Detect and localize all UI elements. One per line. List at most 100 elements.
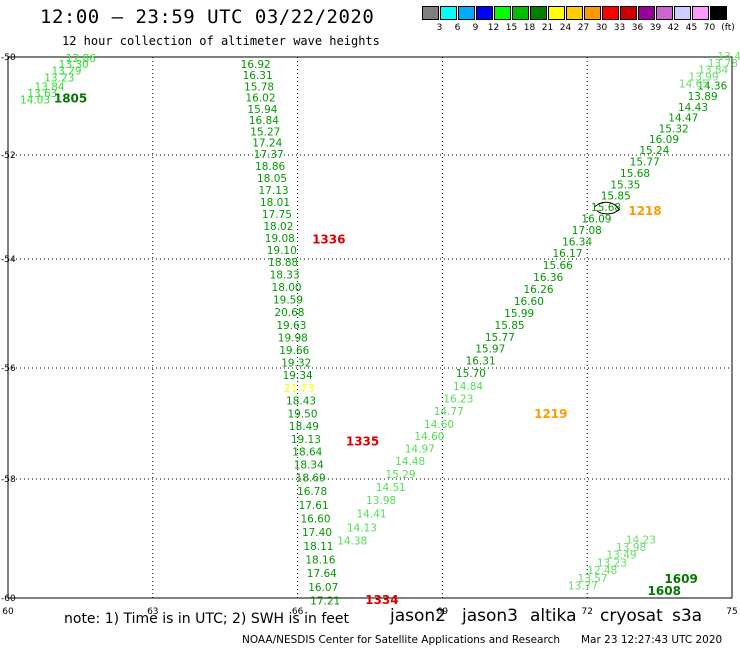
wave-height-value: 14.13 — [347, 522, 377, 534]
wave-height-value: 13.23 — [597, 557, 627, 569]
wave-height-value: 16.17 — [552, 248, 582, 260]
wave-height-value: 16.78 — [297, 486, 327, 498]
footer-note: note: 1) Time is in UTC; 2) SWH is in fe… — [64, 611, 350, 627]
wave-height-value: 18.34 — [294, 459, 324, 471]
wave-height-value: 14.38 — [337, 535, 367, 547]
wave-height-value: 19.32 — [281, 357, 311, 369]
y-tick-label: -56 — [1, 364, 16, 374]
wave-height-value: 16.26 — [523, 284, 553, 296]
scale-label: 12 — [487, 23, 500, 33]
wave-height-value: 18.16 — [305, 554, 335, 566]
wave-height-value: 15.99 — [504, 308, 534, 320]
pass-number-label: 1335 — [346, 435, 379, 449]
track-loop-marker — [594, 201, 620, 215]
scale-label: 9 — [472, 23, 479, 33]
scale-label: 18 — [523, 23, 536, 33]
wave-height-value: 19.13 — [291, 434, 321, 446]
scale-swatch — [440, 6, 457, 20]
wave-height-value: 18.43 — [286, 396, 316, 408]
wave-height-value: 14.43 — [678, 102, 708, 114]
wave-height-value: 14.36 — [697, 80, 727, 92]
wave-height-value: 15.78 — [244, 81, 274, 93]
scale-swatch — [530, 6, 547, 20]
wave-height-value: 13.30 — [59, 59, 89, 71]
wave-height-value: 21.73 — [284, 383, 314, 395]
wave-height-value: 20.68 — [274, 307, 304, 319]
wave-height-value: 18.64 — [292, 447, 322, 459]
wave-height-value: 17.75 — [262, 209, 292, 221]
wave-height-value: 15.85 — [495, 320, 525, 332]
wave-height-value: 19.50 — [287, 408, 317, 420]
pass-number-label: 1608 — [648, 584, 681, 598]
x-tick-label: 66 — [292, 607, 304, 617]
scale-swatch — [512, 6, 529, 20]
wave-height-value: 17.21 — [310, 595, 340, 607]
wave-height-value: 15.68 — [620, 168, 650, 180]
wave-height-value: 13.45 — [718, 51, 740, 63]
scale-label: 39 — [649, 23, 662, 33]
wave-height-value: 17.37 — [254, 149, 284, 161]
x-tick-label: 72 — [581, 607, 592, 617]
wave-height-value: 14.65 — [679, 78, 709, 90]
wave-height-value: 16.09 — [581, 214, 611, 226]
scale-swatch — [584, 6, 601, 20]
wave-height-value: 14.60 — [424, 419, 454, 431]
wave-height-value: 15.66 — [543, 260, 573, 272]
wave-height-value: 14.03 — [20, 95, 50, 107]
legend-jason2: jason2 — [390, 606, 446, 626]
wave-height-value: 19.66 — [279, 345, 309, 357]
scale-label: 3 — [436, 23, 443, 33]
map-frame — [7, 56, 733, 599]
wave-height-value: 15.97 — [475, 344, 505, 356]
scale-label: 36 — [631, 23, 644, 33]
wave-height-value: 14.41 — [356, 509, 386, 521]
wave-height-value: 13.78 — [708, 58, 738, 70]
scale-swatch — [494, 6, 511, 20]
pass-number-label: 1805 — [54, 92, 87, 106]
scale-label: 42 — [667, 23, 680, 33]
wave-height-value: 16.36 — [533, 272, 563, 284]
map-title: 12:00 – 23:59 UTC 03/22/2020 — [40, 6, 375, 28]
wave-height-value: 15.29 — [385, 469, 415, 481]
wave-height-value: 18.01 — [260, 197, 290, 209]
wave-height-value: 14.47 — [668, 113, 698, 125]
wave-height-value: 15.70 — [456, 368, 486, 380]
wave-height-value: 16.07 — [308, 582, 338, 594]
wave-height-value: 13.29 — [51, 66, 81, 78]
scale-swatch — [458, 6, 475, 20]
wave-height-value: 14.23 — [626, 534, 656, 546]
wave-height-value: 16.34 — [562, 236, 592, 248]
wave-height-value: 19.34 — [283, 370, 313, 382]
wave-height-value: 13.98 — [366, 495, 396, 507]
wave-height-value: 12.48 — [587, 565, 617, 577]
wave-height-value: 14.60 — [414, 431, 444, 443]
map-subtitle: 12 hour collection of altimeter wave hei… — [62, 34, 380, 48]
wave-height-value: 14.97 — [405, 443, 435, 455]
scale-label: 30 — [595, 23, 608, 33]
wave-height-value: 13.63 — [27, 88, 57, 100]
legend-altika: altika — [530, 606, 577, 626]
wave-height-value: 17.24 — [252, 138, 282, 150]
wave-height-value: 16.09 — [649, 134, 679, 146]
wave-height-value: 18.33 — [270, 270, 300, 282]
scale-label: 33 — [613, 23, 626, 33]
x-tick-label: 69 — [437, 607, 449, 617]
pass-number-label: 1336 — [312, 232, 345, 246]
wave-height-value: 18.49 — [289, 421, 319, 433]
scale-unit: (ft) — [721, 23, 735, 33]
wave-height-value: 16.31 — [243, 70, 273, 82]
wave-height-value: 13.99 — [689, 72, 719, 84]
wave-height-value: 13.57 — [578, 573, 608, 585]
wave-height-value: 18.05 — [257, 173, 287, 185]
wave-height-value: 18.69 — [296, 472, 326, 484]
y-tick-label: -50 — [1, 53, 16, 63]
wave-height-value: 15.77 — [630, 156, 660, 168]
wave-height-value: 19.59 — [273, 295, 303, 307]
wave-height-value: 15.24 — [639, 145, 669, 157]
x-tick-label: 75 — [726, 607, 737, 617]
wave-height-value: 13.84 — [35, 81, 65, 93]
wave-height-value: 13.23 — [44, 73, 74, 85]
wave-height-value: 17.61 — [299, 500, 329, 512]
wave-height-value: 15.32 — [659, 123, 689, 135]
wave-height-value: 18.02 — [263, 221, 293, 233]
